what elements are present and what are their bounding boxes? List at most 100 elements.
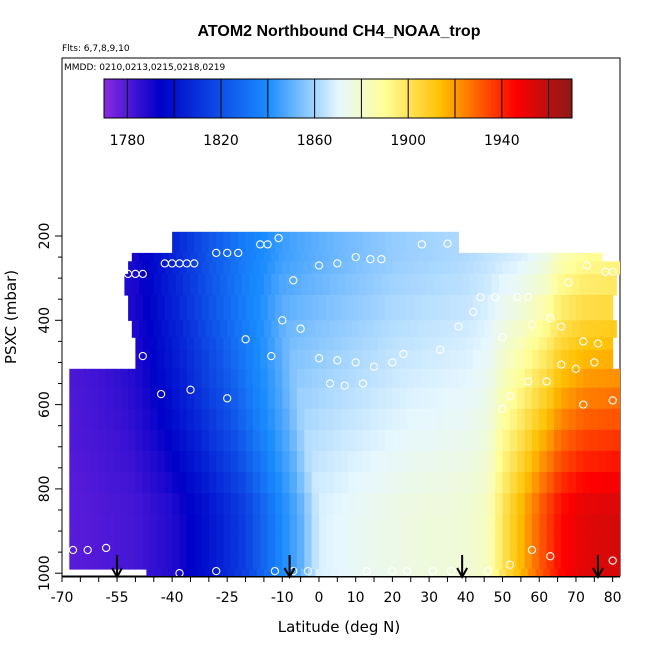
heatmap-cell xyxy=(164,408,173,431)
heatmap-cell xyxy=(421,493,430,515)
sample-point xyxy=(593,339,603,348)
heatmap-cell xyxy=(208,535,217,553)
heatmap-cell xyxy=(370,493,379,515)
heatmap-cell xyxy=(583,408,592,431)
heatmap-cell xyxy=(605,429,614,452)
sample-point xyxy=(83,545,92,555)
heatmap-cell xyxy=(282,337,291,351)
heatmap-cell xyxy=(462,252,470,262)
x-tick-label: -40 xyxy=(161,590,184,606)
heatmap-cell xyxy=(502,337,511,351)
heatmap-cell xyxy=(407,231,415,254)
heatmap-cell xyxy=(414,261,423,275)
heatmap-cell xyxy=(223,535,232,553)
heatmap-cell xyxy=(509,493,518,515)
heatmap-cell xyxy=(568,451,577,473)
heatmap-cell xyxy=(451,493,459,515)
sample-point xyxy=(564,278,573,287)
heatmap-cell xyxy=(333,552,342,570)
heatmap-cell xyxy=(135,261,144,275)
heatmap-cell xyxy=(256,320,265,338)
heatmap-cell xyxy=(296,349,305,370)
heatmap-cell xyxy=(319,387,327,410)
heatmap-cell xyxy=(337,569,346,576)
heatmap-cell xyxy=(69,493,78,515)
heatmap-cell xyxy=(267,408,276,431)
heatmap-cell xyxy=(326,387,335,410)
heatmap-cell xyxy=(296,552,305,570)
heatmap-cell xyxy=(179,337,188,351)
heatmap-cell xyxy=(451,552,459,570)
heatmap-cell xyxy=(575,535,584,553)
heatmap-cell xyxy=(575,472,584,494)
heatmap-cell xyxy=(341,535,349,553)
heatmap-cell xyxy=(561,337,570,351)
heatmap-cell xyxy=(183,252,191,262)
heatmap-cell xyxy=(487,552,496,570)
heatmap-cell xyxy=(495,261,504,275)
heatmap-cell xyxy=(414,493,423,515)
heatmap-cell xyxy=(344,320,353,338)
heatmap-cell xyxy=(296,368,305,389)
heatmap-cell xyxy=(465,429,474,452)
heatmap-cell xyxy=(267,337,276,351)
heatmap-cell xyxy=(223,295,232,321)
heatmap-cell xyxy=(531,451,540,473)
x-tick-label: -10 xyxy=(271,590,294,606)
heatmap-cell xyxy=(598,493,606,515)
heatmap-cell xyxy=(150,472,158,494)
heatmap-cell xyxy=(252,368,261,389)
heatmap-cell xyxy=(128,387,136,410)
heatmap-cell xyxy=(142,535,151,553)
heatmap-cell xyxy=(403,273,412,296)
heatmap-cell xyxy=(473,493,482,515)
heatmap-cell xyxy=(98,408,107,431)
heatmap-cell xyxy=(524,337,533,351)
heatmap-cell xyxy=(131,252,140,262)
heatmap-cell xyxy=(355,493,364,515)
heatmap-cell xyxy=(113,387,122,410)
heatmap-cell xyxy=(245,337,254,351)
heatmap-cell xyxy=(91,552,100,570)
sample-point xyxy=(289,276,298,285)
heatmap-cell xyxy=(308,569,316,576)
heatmap-cell xyxy=(392,552,401,570)
heatmap-cell xyxy=(605,535,614,553)
heatmap-cell xyxy=(274,514,283,536)
heatmap-cell xyxy=(234,252,243,262)
heatmap-cell xyxy=(561,552,570,570)
heatmap-cell xyxy=(517,295,526,321)
sample-point xyxy=(105,316,114,325)
heatmap-cell xyxy=(568,493,577,515)
heatmap-cell xyxy=(546,535,555,553)
heatmap-cell xyxy=(194,472,203,494)
heatmap-cell xyxy=(274,368,283,389)
heatmap-cell xyxy=(451,231,459,254)
heatmap-cell xyxy=(601,273,610,296)
sample-point xyxy=(333,259,342,268)
heatmap-cell xyxy=(432,273,441,296)
heatmap-cell xyxy=(245,231,254,254)
heatmap-cell xyxy=(315,320,324,338)
heatmap-cell xyxy=(69,429,78,452)
heatmap-cell xyxy=(535,252,544,262)
heatmap-cell xyxy=(370,337,379,351)
heatmap-cell xyxy=(164,472,173,494)
heatmap-cell xyxy=(135,337,144,351)
heatmap-cell xyxy=(157,472,166,494)
heatmap-cell xyxy=(355,231,364,254)
heatmap-cell xyxy=(282,261,291,275)
heatmap-cell xyxy=(465,472,474,494)
heatmap-cell xyxy=(245,387,254,410)
heatmap-cell xyxy=(322,273,331,296)
sample-point xyxy=(241,335,250,344)
heatmap-cell xyxy=(289,493,298,515)
heatmap-cell xyxy=(157,514,166,536)
heatmap-cell xyxy=(157,429,166,452)
heatmap-cell xyxy=(241,569,250,576)
heatmap-cell xyxy=(568,387,577,410)
heatmap-cell xyxy=(465,387,474,410)
heatmap-cell xyxy=(172,387,180,410)
heatmap-cell xyxy=(392,368,401,389)
heatmap-cell xyxy=(157,349,166,370)
